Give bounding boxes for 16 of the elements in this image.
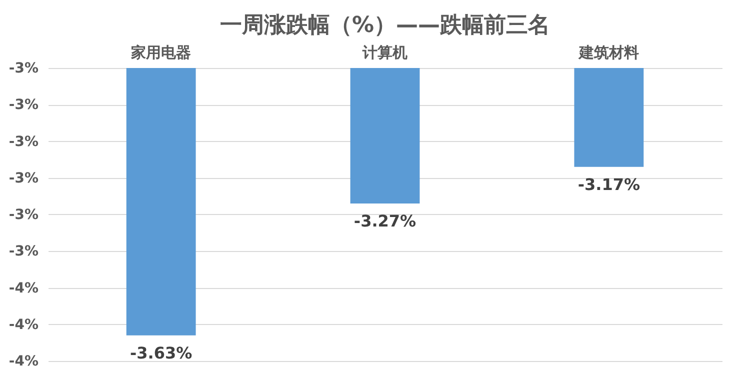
x-tick-label: 建筑材料 bbox=[578, 44, 639, 62]
x-tick-label: 家用电器 bbox=[130, 44, 192, 62]
y-tick-label: -3% bbox=[8, 170, 38, 186]
y-tick-label: -3% bbox=[8, 244, 38, 260]
data-label: -3.17% bbox=[578, 174, 640, 194]
y-tick-label: -3% bbox=[8, 60, 38, 76]
y-tick-label: -4% bbox=[8, 316, 38, 333]
y-tick-label: -3% bbox=[8, 207, 38, 223]
y-tick-label: -3% bbox=[8, 97, 38, 114]
y-tick-label: -3% bbox=[8, 134, 38, 150]
data-label: -3.63% bbox=[130, 343, 192, 362]
y-tick-label: -4% bbox=[8, 280, 38, 296]
x-tick-label: 计算机 bbox=[362, 44, 408, 62]
chart-title: 一周涨跌幅（%）——跌幅前三名 bbox=[220, 13, 550, 38]
data-label: -3.27% bbox=[354, 212, 416, 231]
y-tick-label: -4% bbox=[8, 354, 38, 370]
